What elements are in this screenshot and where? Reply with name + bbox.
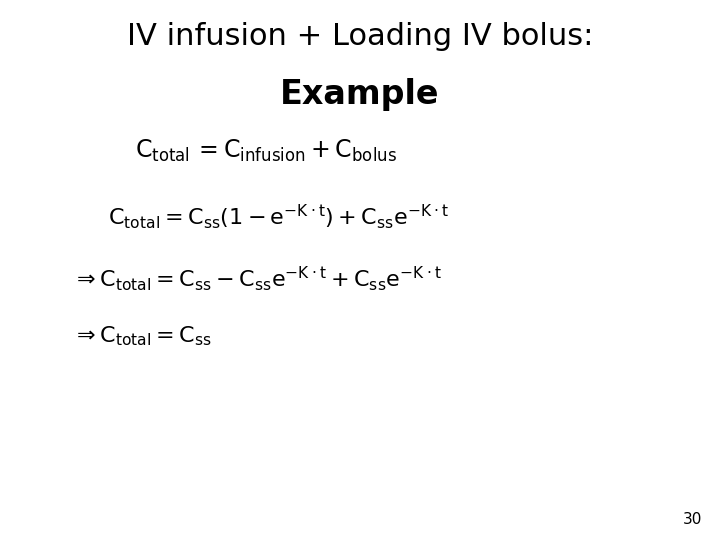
Text: $\mathrm{C_{total} = C_{ss}(1-e^{-K\cdot t})+C_{ss}e^{-K\cdot t}}$: $\mathrm{C_{total} = C_{ss}(1-e^{-K\cdot…	[108, 202, 449, 231]
Text: 30: 30	[683, 511, 702, 526]
Text: $\mathrm{\Rightarrow C_{total} = C_{ss}-C_{ss}e^{-K\cdot t}+C_{ss}e^{-K\cdot t}}: $\mathrm{\Rightarrow C_{total} = C_{ss}-…	[72, 265, 441, 293]
Text: Example: Example	[280, 78, 440, 111]
Text: IV infusion + Loading IV bolus:: IV infusion + Loading IV bolus:	[127, 22, 593, 51]
Text: $\mathrm{C_{total}\, =C_{infusion} + C_{bolus}}$: $\mathrm{C_{total}\, =C_{infusion} + C_{…	[135, 138, 397, 164]
Text: $\mathrm{\Rightarrow C_{total} = C_{ss}}$: $\mathrm{\Rightarrow C_{total} = C_{ss}}…	[72, 324, 212, 348]
